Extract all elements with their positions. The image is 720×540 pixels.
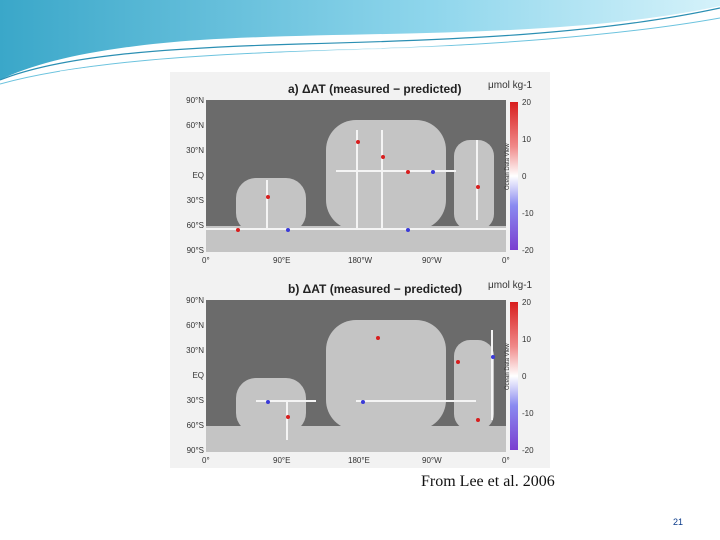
lat-label: 60°S bbox=[186, 421, 204, 430]
lon-label: 0° bbox=[502, 456, 510, 465]
panel-a: a) ΔAT (measured − predicted) μmol kg-1 … bbox=[170, 72, 550, 268]
colorbar-tick: 0 bbox=[522, 172, 527, 181]
colorbar-b bbox=[510, 302, 518, 450]
colorbar-tick: -10 bbox=[522, 409, 534, 418]
lon-label: 90°W bbox=[422, 456, 442, 465]
colorbar-tick: -10 bbox=[522, 209, 534, 218]
colorbar-tick: 0 bbox=[522, 372, 527, 381]
lon-label: 90°E bbox=[273, 256, 291, 265]
lat-label: 30°N bbox=[186, 146, 204, 155]
lon-label: 0° bbox=[202, 256, 210, 265]
lat-label: EQ bbox=[192, 371, 204, 380]
header-swoosh-decoration bbox=[0, 0, 720, 85]
world-map-b bbox=[206, 300, 506, 452]
panel-b-unit: μmol kg-1 bbox=[488, 280, 533, 291]
lat-label: 90°N bbox=[186, 96, 204, 105]
lon-label: 90°W bbox=[422, 256, 442, 265]
panel-b: b) ΔAT (measured − predicted) μmol kg-1 … bbox=[170, 272, 550, 468]
lat-label: 30°S bbox=[186, 396, 204, 405]
lat-label: EQ bbox=[192, 171, 204, 180]
colorbar-a bbox=[510, 102, 518, 250]
lon-label: 0° bbox=[202, 456, 210, 465]
panel-a-title: a) ΔAT (measured − predicted) bbox=[288, 82, 462, 96]
colorbar-tick: 20 bbox=[522, 298, 531, 307]
colorbar-tick: 10 bbox=[522, 135, 531, 144]
lon-label: 0° bbox=[502, 256, 510, 265]
lon-label: 180°E bbox=[348, 456, 370, 465]
lat-label: 60°N bbox=[186, 121, 204, 130]
colorbar-tick: -20 bbox=[522, 246, 534, 255]
page-number: 21 bbox=[673, 517, 684, 527]
figure-alkalinity-maps: a) ΔAT (measured − predicted) μmol kg-1 … bbox=[170, 72, 550, 468]
lon-label: 180°W bbox=[348, 256, 373, 265]
colorbar-caption: Ocean Data View bbox=[505, 343, 511, 390]
world-map-a bbox=[206, 100, 506, 252]
figure-caption: From Lee et al. 2006 bbox=[421, 473, 555, 490]
lat-label: 60°N bbox=[186, 321, 204, 330]
colorbar-tick: -20 bbox=[522, 446, 534, 455]
lat-label: 90°N bbox=[186, 296, 204, 305]
colorbar-caption: Ocean Data View bbox=[505, 143, 511, 190]
colorbar-tick: 20 bbox=[522, 98, 531, 107]
lat-label: 90°S bbox=[186, 246, 204, 255]
lat-label: 60°S bbox=[186, 221, 204, 230]
panel-b-title: b) ΔAT (measured − predicted) bbox=[288, 282, 463, 296]
lat-label: 30°S bbox=[186, 196, 204, 205]
lat-label: 90°S bbox=[186, 446, 204, 455]
panel-a-unit: μmol kg-1 bbox=[488, 80, 533, 91]
colorbar-tick: 10 bbox=[522, 335, 531, 344]
lat-label: 30°N bbox=[186, 346, 204, 355]
lon-label: 90°E bbox=[273, 456, 291, 465]
